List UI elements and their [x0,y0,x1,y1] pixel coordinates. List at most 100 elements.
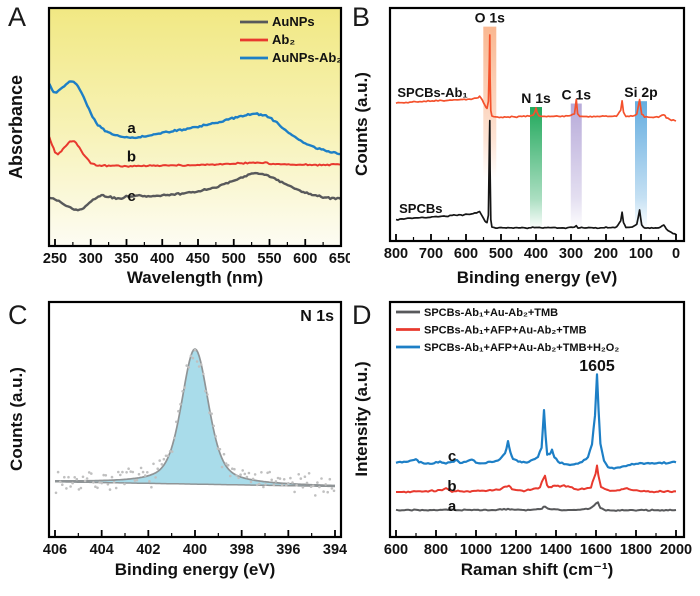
x-tick-label: 550 [257,251,281,267]
element-band-c-1s [570,103,582,230]
scatter-point [150,485,153,489]
scatter-point [328,477,332,481]
scatter-point [148,480,151,483]
scatter-point [260,471,263,474]
scatter-point [152,462,155,466]
scatter-point [314,494,317,497]
scatter-point [233,467,236,471]
scatter-point [247,471,251,475]
x-tick-label: 1200 [500,542,532,558]
scatter-point [114,486,118,490]
scatter-point [98,481,101,484]
scatter-point [175,420,178,424]
fit-fill [55,349,335,487]
corner-label: N 1s [300,308,334,325]
scatter-point [307,472,311,475]
scatter-point [139,466,143,470]
scatter-point [197,365,201,368]
panel-b-letter: B [352,2,371,32]
scatter-point [332,489,336,493]
scatter-point [282,478,286,481]
scatter-point [195,360,199,363]
scatter-point [146,471,149,474]
scatter-point [206,393,209,396]
legend-label: AuNPs [272,14,315,29]
scatter-point [191,356,195,360]
scatter-point [75,477,79,481]
panel-c-n1s-xps: C N 1s 406 404 402 400 398 396 394 Binding energ… [0,298,350,596]
scatter-point [69,485,72,488]
panel-a-letter: A [8,2,27,32]
scatter-point [185,364,188,367]
scatter-point [164,454,168,458]
scatter-point [285,484,288,487]
x-tick-label: 700 [419,246,443,262]
scatter-point [158,459,161,462]
scatter-point [231,467,234,470]
scatter-point [266,471,269,475]
scatter-point [87,471,91,474]
scatter-point [77,488,81,491]
x-tick-label: 300 [559,246,583,262]
panel-c-letter: C [8,300,28,330]
scatter-point [293,490,296,494]
scatter-point [303,475,307,478]
x-tick-label: 400 [524,246,548,262]
scatter-point [67,475,70,479]
scatter-point [104,474,108,477]
element-band-si-2p [635,101,647,230]
x-tick-label: 200 [594,246,618,262]
scatter-point [210,412,213,415]
x-tick-label: 398 [230,542,254,558]
scatter-point [106,483,110,486]
x-tick-label: 1400 [540,542,572,558]
scatter-point [251,477,255,481]
x-tick-label: 500 [222,251,246,267]
plot-border [388,300,686,539]
series-curve-spcbs-ab- [395,34,677,122]
scatter-point [54,491,58,495]
panel-d-raman: D 1605 c b a SPCBs-Ab₁+Au-Ab₂+TMB SPCBs-Ab₁+A… [350,298,700,596]
scatter-point [141,470,145,474]
scatter-point [226,463,230,467]
scatter-point [287,482,290,485]
scatter-point [199,363,203,366]
scatter-point [324,483,328,486]
x-tick-label: 404 [90,542,114,558]
series-curve-a [49,80,341,156]
scatter-point [320,477,323,480]
scatter-point [311,484,315,488]
scatter-point [214,435,217,438]
series-group [395,34,677,236]
annotation-b: b [127,149,136,166]
scatter-point [280,483,284,487]
x-tick-label: 402 [136,542,160,558]
x-tick-label: 394 [323,542,347,558]
scatter-point [239,473,242,476]
scatter-point [183,386,186,389]
series-curve-spcbs [395,119,677,236]
scatter-point [229,474,232,478]
scatter-point [73,476,76,479]
scatter-point [90,472,93,475]
scatter-point [125,471,128,474]
scatter-point [278,477,282,480]
scatter-point [179,402,182,406]
x-tick-label: 100 [629,246,653,262]
scatter-point [119,473,122,477]
y-axis-title: Absorbance [6,75,26,179]
scatter-point [224,462,228,465]
scatter-point [258,482,261,486]
x-tick-label: 2000 [660,542,692,558]
panel-b-plot: O 1s N 1s C 1s Si 2p SPCBs-Ab₁ SPCBs 800 700 600… [352,6,686,287]
scatter-point [133,479,137,482]
scatter-point [316,481,319,484]
scatter-point [100,481,103,485]
x-tick-label: 600 [293,251,317,267]
scatter-point [110,475,114,479]
annotation-1605: 1605 [579,358,615,375]
scatter-point [94,485,97,488]
x-axis-ticks: 600 800 1000 1200 1400 1600 1800 2000 [384,530,692,558]
scatter-point [170,450,174,453]
